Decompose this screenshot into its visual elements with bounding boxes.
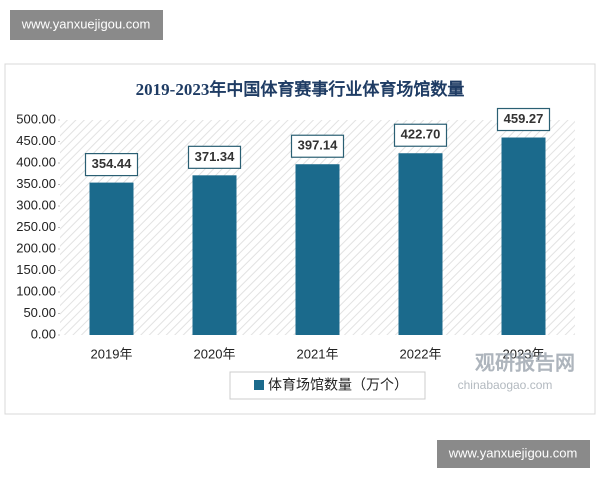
watermark-url: chinabaogao.com xyxy=(458,378,553,392)
value-label: 371.34 xyxy=(195,149,236,164)
chart-title: 2019-2023年中国体育赛事行业体育场馆数量 xyxy=(136,79,465,99)
header-banner xyxy=(10,10,163,40)
y-tick-label: 200.00 xyxy=(16,240,56,255)
value-label: 397.14 xyxy=(298,138,339,153)
value-label: 354.44 xyxy=(92,156,133,171)
footer-site: www.yanxuejigou.com xyxy=(448,445,578,460)
y-tick-label: 100.00 xyxy=(16,283,56,298)
x-tick-label: 2020年 xyxy=(194,346,236,361)
x-tick-label: 2019年 xyxy=(91,346,133,361)
chart: 0.00 50.00 100.00 150.00 200.00 250.00 300.00 3… xyxy=(16,107,551,400)
y-tick-label: 400.00 xyxy=(16,154,56,169)
watermark-name: 观研报告网 xyxy=(475,350,575,374)
value-label-box xyxy=(290,134,345,158)
bar xyxy=(501,137,546,335)
y-tick-label: 450.00 xyxy=(16,133,56,148)
value-label: 459.27 xyxy=(504,111,544,126)
x-tick-label: 2021年 xyxy=(297,346,339,361)
value-label-box xyxy=(84,152,139,177)
header-site: www.yanxuejigou.com xyxy=(21,16,151,31)
value-label-box xyxy=(393,123,448,147)
bar xyxy=(192,175,237,335)
y-tick-label: 300.00 xyxy=(16,197,56,212)
footer-banner xyxy=(437,440,590,468)
bar xyxy=(89,182,134,335)
bar xyxy=(295,164,340,335)
y-tick-label: 0.00 xyxy=(31,326,56,341)
y-tick-label: 50.00 xyxy=(23,305,56,320)
x-tick-label: 2022年 xyxy=(400,346,442,361)
value-label: 422.70 xyxy=(401,127,441,142)
bar xyxy=(398,153,443,335)
value-label-box xyxy=(496,107,551,132)
y-tick-label: 350.00 xyxy=(16,176,56,191)
legend-swatch xyxy=(254,380,264,390)
y-tick-label: 500.00 xyxy=(16,111,56,126)
y-tick-label: 150.00 xyxy=(16,262,56,277)
value-label-box xyxy=(187,145,242,169)
y-tick-label: 250.00 xyxy=(16,219,56,234)
legend-label: 体育场馆数量（万个） xyxy=(268,377,408,393)
x-tick-label: 2023年 xyxy=(503,346,545,361)
